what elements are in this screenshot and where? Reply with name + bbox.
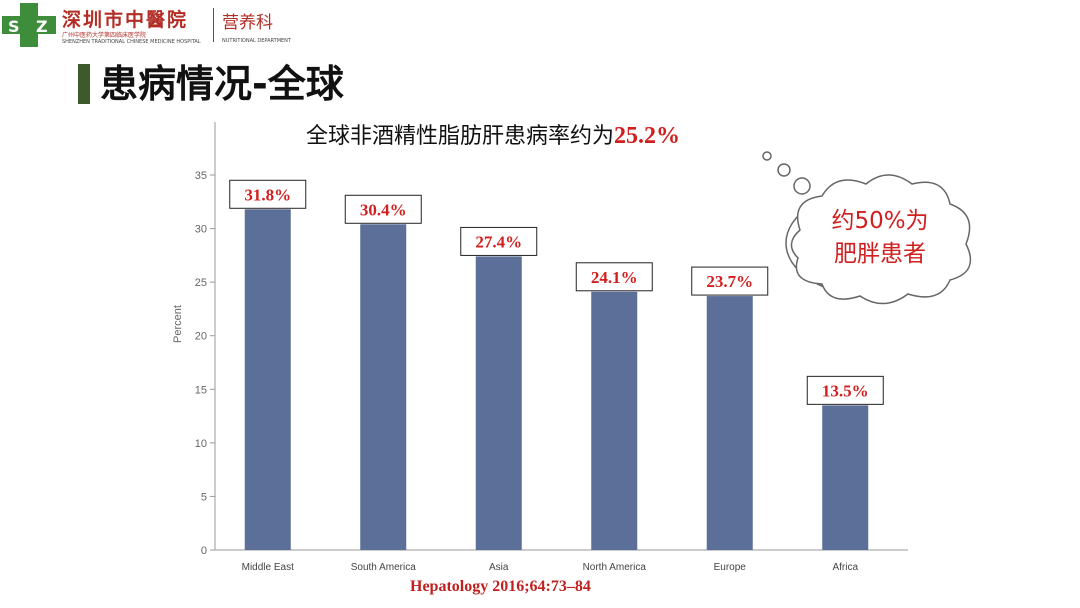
data-label: 30.4% (360, 200, 407, 219)
y-tick-label: 25 (195, 277, 207, 289)
data-label-box (575, 262, 653, 292)
data-label: 24.1% (591, 268, 638, 287)
header-divider (213, 8, 214, 42)
x-tick-label: Middle East (242, 562, 294, 573)
chart-title: 全球非酒精性脂肪肝患病率约为25.2% (306, 118, 680, 155)
x-tick-label: Asia (489, 562, 509, 573)
hospital-english-name: SHENZHEN TRADITIONAL CHINESE MEDICINE HO… (62, 39, 201, 45)
svg-text:S: S (8, 17, 20, 36)
y-tick-label: 10 (195, 438, 207, 450)
bar-europe (706, 296, 753, 550)
bar-africa (822, 405, 869, 550)
data-label: 31.8% (244, 185, 291, 204)
hospital-subtitle: 广州中医药大学第四临床医学院 (62, 32, 147, 39)
data-label-box (229, 179, 307, 209)
data-label: 27.4% (475, 232, 522, 251)
callout-line-1: 约50%为 (831, 208, 929, 234)
bar-asia (475, 256, 522, 550)
hospital-name: 深圳市中醫院 (62, 9, 189, 31)
data-label: 23.7% (706, 272, 753, 291)
x-tick-label: North America (583, 562, 647, 573)
x-tick-label: South America (351, 562, 416, 573)
chart-title-text: 全球非酒精性脂肪肝患病率约为 (306, 124, 615, 149)
y-axis-label: Percent (172, 305, 184, 343)
y-tick-label: 30 (195, 224, 207, 236)
hospital-logo-icon: S Z (2, 3, 56, 47)
y-tick-label: 5 (201, 491, 207, 503)
title-accent-bar (78, 64, 90, 104)
chart-title-value: 25.2% (614, 123, 681, 149)
x-tick-label: Europe (714, 562, 747, 573)
bar-middle-east (244, 209, 291, 551)
bar-north-america (591, 291, 638, 550)
data-label-box (691, 266, 769, 296)
department-english-name: NUTRITIONAL DEPARTMENT (222, 38, 291, 44)
x-tick-label: Africa (832, 562, 858, 573)
y-tick-label: 15 (195, 384, 207, 396)
cloud-shape (790, 174, 972, 305)
citation: Hepatology 2016;64:73–84 (410, 578, 591, 595)
header: S Z 深圳市中醫院 广州中医药大学第四临床医学院 SHENZHEN TRADI… (0, 0, 1080, 50)
data-label: 13.5% (822, 381, 869, 400)
svg-text:Z: Z (36, 17, 48, 36)
y-tick-label: 0 (201, 545, 207, 557)
data-label-box (460, 226, 538, 256)
data-label-box (806, 375, 884, 405)
callout-text: 约50%为 肥胖患者 (816, 205, 944, 271)
y-tick-label: 35 (195, 170, 207, 182)
department-name: 营养科 (222, 13, 273, 33)
data-label-box (344, 194, 422, 224)
callout-line-2: 肥胖患者 (834, 241, 926, 267)
page-title: 患病情况-全球 (100, 62, 344, 106)
y-tick-label: 20 (195, 331, 207, 343)
bar-south-america (360, 224, 407, 551)
